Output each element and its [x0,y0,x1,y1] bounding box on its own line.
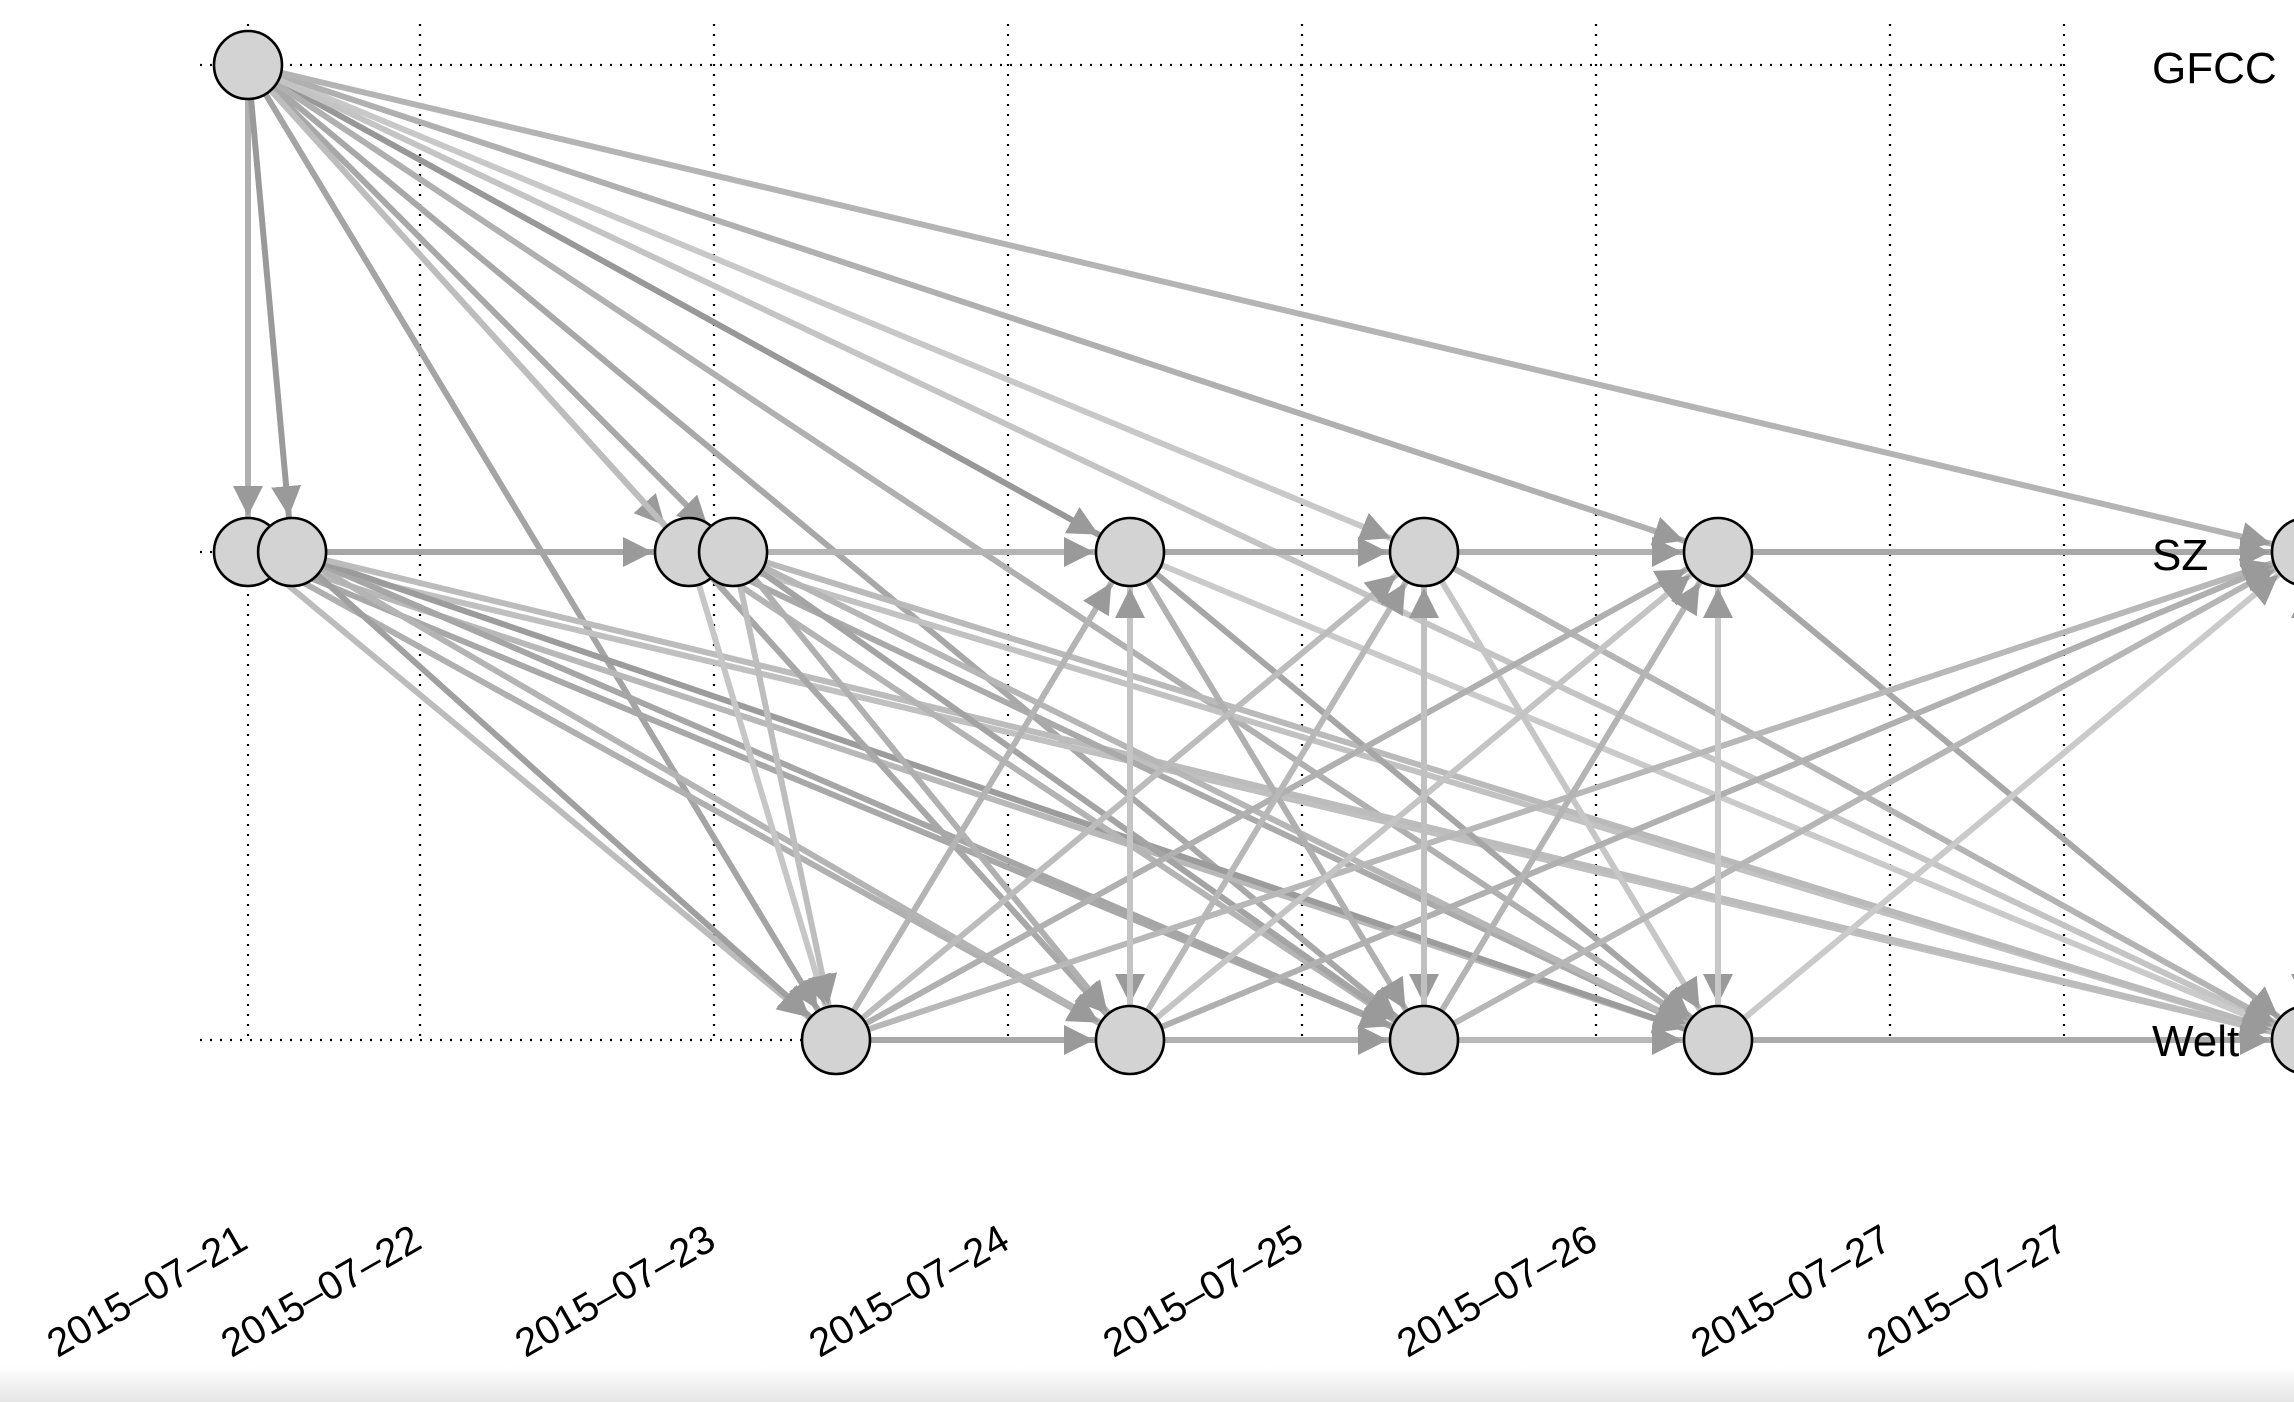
edge-arrow [1144,579,1409,1014]
node-sz [256,516,328,588]
date-label: 2015–07–25 [1096,1217,1311,1366]
edge-arrow [850,579,1115,1014]
edges-layer [233,69,2294,1055]
edge-arrow [762,559,2275,1035]
edge-arrow [737,582,838,1008]
edge-arrow [716,563,1689,1028]
edge-arrow [278,69,2274,552]
node-welt [1094,1004,1166,1076]
edge-arrow [276,75,1394,542]
node-sz [697,516,769,588]
row-label-welt: Welt [2152,1017,2239,1066]
edge-arrow [708,574,1109,1017]
edge-arrow [760,564,1689,1028]
date-label: 2015–07–24 [802,1217,1017,1366]
date-axis-labels: 2015–07–21 2015–07–22 2015–07–23 2015–07… [40,1217,2075,1366]
edge-arrow [274,78,1102,538]
date-label: 2015–07–22 [214,1217,429,1366]
edge-arrow [271,570,812,1021]
node-welt [2270,1006,2294,1074]
edge-arrow [751,575,1111,1016]
edge-arrow [321,560,1687,1033]
edge-arrow [757,568,1398,1023]
node-gfcc [212,29,284,101]
edge-arrow [1438,579,1703,1014]
edge-arrow [320,562,1394,1029]
node-sz [2270,518,2294,586]
edge-arrow [714,567,1398,1024]
edge-arrow [314,571,813,1019]
edge-arrow [276,562,1394,1030]
date-label: 2015–07–27 [1684,1217,1899,1366]
date-label: 2015–07–26 [1390,1217,1605,1366]
node-sz [1388,516,1460,588]
date-label: 2015–07–27 [1860,1217,2075,1366]
edge-arrow [1450,566,2278,1027]
edge-arrow [248,95,302,520]
node-sz [1094,516,1166,588]
date-label: 2015–07–23 [508,1217,723,1366]
node-welt [1682,1004,1754,1076]
row-label-gfcc: GFCC [2152,44,2277,93]
row-labels: GFCC SZ Welt [2152,44,2277,1066]
nodes-layer [212,29,2294,1076]
edge-arrow [695,581,832,1009]
edge-arrow [268,86,711,530]
bottom-shadow [0,1366,2294,1402]
node-sz [1682,516,1754,588]
edge-arrow [322,557,2275,1040]
row-label-sz: SZ [2152,531,2208,580]
node-welt [1388,1004,1460,1076]
edge-arrow [274,565,1102,1026]
edge-arrow [318,566,1102,1025]
edge-arrow [277,72,1687,546]
node-welt [800,1004,872,1076]
edge-arrow [1741,571,2282,1022]
